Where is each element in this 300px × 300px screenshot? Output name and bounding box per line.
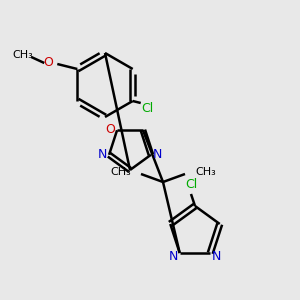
Text: N: N [212,250,221,262]
Text: O: O [43,56,53,70]
Text: CH₃: CH₃ [12,50,33,60]
Text: O: O [105,123,115,136]
Text: N: N [98,148,107,161]
Text: N: N [169,250,178,262]
Text: CH₃: CH₃ [110,167,131,177]
Text: N: N [153,148,163,161]
Text: Cl: Cl [142,103,154,116]
Text: CH₃: CH₃ [195,167,216,177]
Text: Cl: Cl [185,178,197,190]
